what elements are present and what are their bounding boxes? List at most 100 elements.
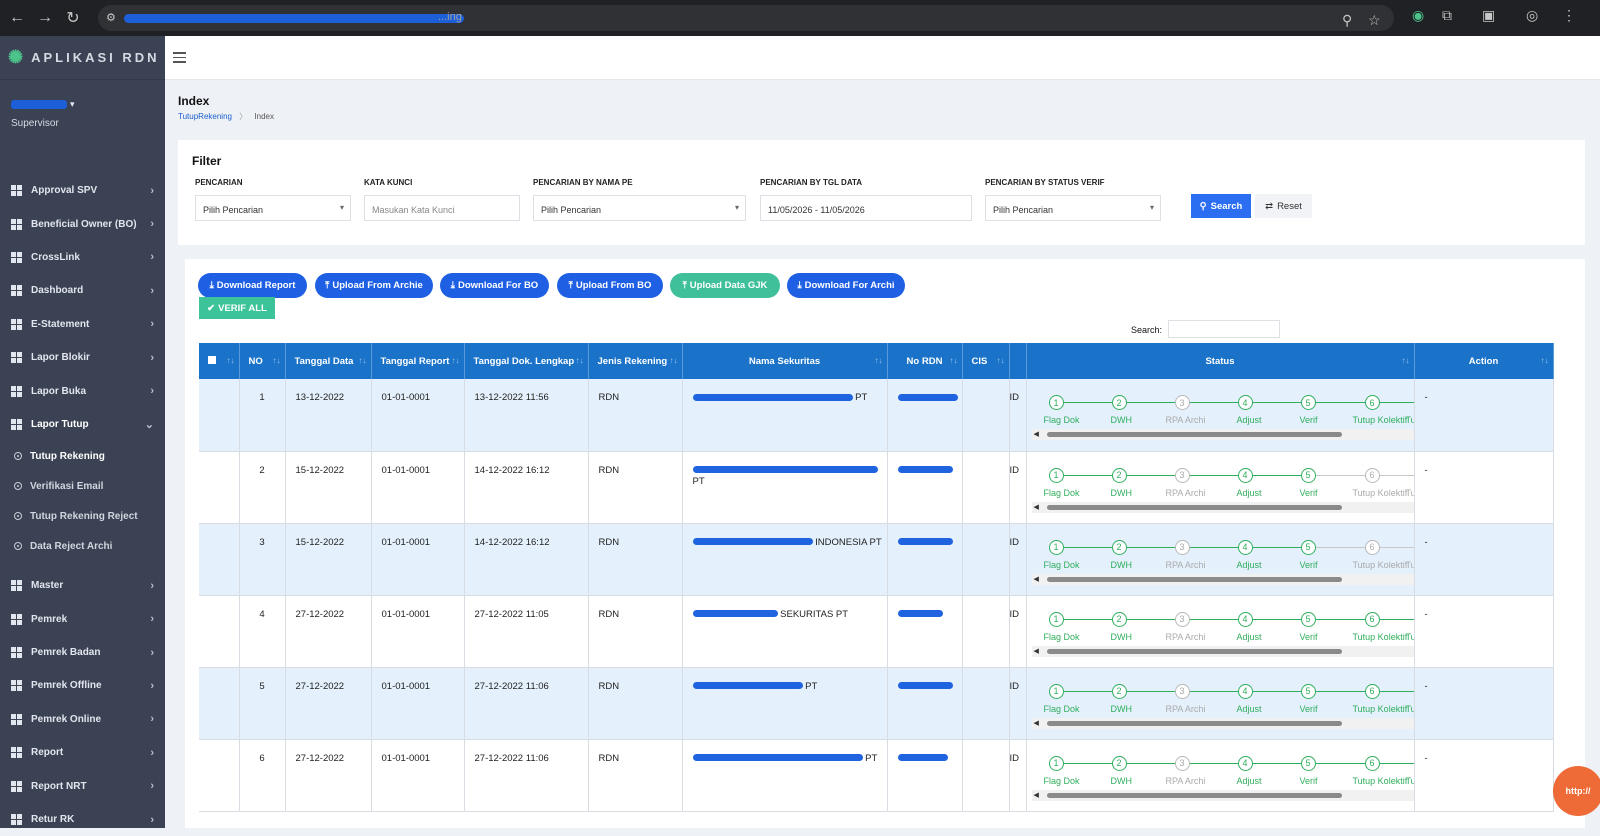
horizontal-scrollbar[interactable]: ◀▶ [1031, 789, 1413, 801]
column-header[interactable] [1009, 343, 1027, 379]
menu-item-lapor-buka[interactable]: Lapor Buka › [0, 374, 165, 407]
column-header[interactable]: No RDN ↑↓ [887, 343, 963, 379]
horizontal-scrollbar[interactable]: ◀▶ [1031, 429, 1413, 440]
menu-item-retur-rk[interactable]: Retur RK › [0, 803, 165, 836]
scrollbar-thumb[interactable] [1046, 576, 1342, 582]
address-bar[interactable]: ⚙ ...ing ⚲ ☆ [98, 5, 1394, 31]
menu-item-pemrek-offline[interactable]: Pemrek Offline › [0, 669, 165, 702]
breadcrumb-link[interactable]: TutupRekening [178, 112, 232, 121]
column-header[interactable]: NO ↑↓ [239, 343, 286, 379]
back-icon[interactable]: ← [9, 9, 25, 26]
row-checkbox-cell[interactable] [199, 523, 240, 596]
cell-action[interactable]: - [1414, 451, 1554, 524]
column-header[interactable]: ↑↓ [199, 343, 240, 379]
scrollbar-thumb[interactable] [1046, 504, 1342, 510]
download-archi-button[interactable]: ⤓ Download For Archi [787, 273, 905, 298]
scroll-left-arrow-icon[interactable]: ◀ [1033, 575, 1039, 583]
cell-action[interactable]: - [1414, 739, 1554, 812]
row-checkbox-cell[interactable] [199, 595, 240, 668]
table-row[interactable]: 4 27-12-2022 01-01-0001 27-12-2022 11:05 RDN… [199, 595, 1554, 668]
caret-down-icon[interactable]: ▾ [70, 99, 75, 109]
scroll-left-arrow-icon[interactable]: ◀ [1033, 503, 1039, 511]
scrollbar-thumb[interactable] [1046, 648, 1342, 654]
column-header[interactable]: Status ↑↓ [1026, 343, 1415, 379]
submenu-item-tutup-rekening-reject[interactable]: Tutup Rekening Reject [0, 501, 165, 531]
extensions-puzzle-icon[interactable]: ⧉ [1442, 7, 1452, 23]
search-button[interactable]: ⚲ Search [1191, 194, 1251, 218]
scroll-left-arrow-icon[interactable]: ◀ [1033, 719, 1039, 727]
pencarian-select[interactable]: Pilih Pencarian ▾ [195, 195, 351, 221]
column-header[interactable]: Jenis Rekening ↑↓ [588, 343, 683, 379]
menu-item-approval-spv[interactable]: Approval SPV › [0, 174, 165, 207]
scrollbar-thumb[interactable] [1046, 432, 1342, 437]
row-checkbox-cell[interactable] [199, 667, 240, 740]
column-header[interactable]: Action ↑↓ [1414, 343, 1554, 379]
app-brand[interactable]: ✺ APLIKASI RDN [0, 36, 165, 80]
download-bo-button[interactable]: ⤓ Download For BO [440, 273, 549, 298]
menu-item-dashboard[interactable]: Dashboard › [0, 274, 165, 307]
verif-all-button[interactable]: ✔ VERIF ALL [199, 297, 275, 319]
horizontal-scrollbar[interactable]: ◀▶ [1031, 501, 1413, 513]
cell-action[interactable]: - [1414, 379, 1554, 452]
scroll-left-arrow-icon[interactable]: ◀ [1033, 791, 1039, 799]
menu-item-beneficial-owner-bo[interactable]: Beneficial Owner (BO) › [0, 207, 165, 240]
upload-gjk-button[interactable]: ⤒ Upload Data GJK [670, 273, 780, 298]
menu-item-lapor-tutup[interactable]: Lapor Tutup ⌄ [0, 408, 165, 441]
status-verif-select[interactable]: Pilih Pencarian ▾ [985, 195, 1161, 221]
row-checkbox-cell[interactable] [199, 739, 240, 812]
menu-item-pemrek-badan[interactable]: Pemrek Badan › [0, 636, 165, 669]
column-header[interactable]: Tanggal Report ↑↓ [371, 343, 465, 379]
profile-icon[interactable]: ◎ [1526, 7, 1539, 23]
horizontal-scrollbar[interactable]: ◀▶ [1031, 573, 1413, 585]
column-header[interactable]: Nama Sekuritas ↑↓ [682, 343, 888, 379]
user-panel[interactable]: ▾ Supervisor [0, 80, 165, 174]
menu-item-pemrek-online[interactable]: Pemrek Online › [0, 703, 165, 736]
upload-bo-button[interactable]: ⤒ Upload From BO [557, 273, 663, 298]
cell-action[interactable]: - [1414, 667, 1554, 740]
tab-search-icon[interactable]: ▣ [1482, 7, 1496, 23]
extension-eye-icon[interactable]: ◉ [1412, 7, 1425, 23]
horizontal-scrollbar[interactable]: ◀▶ [1031, 717, 1413, 729]
nama-pe-select[interactable]: Pilih Pencarian ▾ [533, 195, 746, 221]
tgl-data-input[interactable]: 11/05/2026 - 11/05/2026 [760, 195, 972, 221]
menu-item-crosslink[interactable]: CrossLink › [0, 241, 165, 274]
menu-item-e-statement[interactable]: E-Statement › [0, 308, 165, 341]
cell-action[interactable]: - [1414, 523, 1554, 596]
floating-http-button[interactable]: http:// [1553, 766, 1600, 816]
upload-archie-button[interactable]: ⤒ Upload From Archie [315, 273, 433, 298]
scrollbar-thumb[interactable] [1046, 792, 1342, 798]
column-header[interactable]: Tanggal Dok. Lengkap ↑↓ [464, 343, 589, 379]
menu-item-lapor-blokir[interactable]: Lapor Blokir › [0, 341, 165, 374]
table-search-input[interactable] [1168, 320, 1280, 338]
submenu-item-tutup-rekening[interactable]: Tutup Rekening [0, 441, 165, 471]
select-all-checkbox[interactable] [208, 355, 216, 364]
table-row[interactable]: 6 27-12-2022 01-01-0001 27-12-2022 11:06 RDN… [199, 739, 1554, 812]
table-row[interactable]: 3 15-12-2022 01-01-0001 14-12-2022 16:12 RDN… [199, 523, 1554, 596]
zoom-icon[interactable]: ⚲ [1342, 12, 1353, 28]
table-row[interactable]: 2 15-12-2022 01-01-0001 14-12-2022 16:12 RDN… [199, 451, 1554, 524]
table-row[interactable]: 5 27-12-2022 01-01-0001 27-12-2022 11:06 RDN… [199, 667, 1554, 740]
menu-item-report[interactable]: Report › [0, 736, 165, 769]
scrollbar-thumb[interactable] [1046, 720, 1342, 726]
site-info-icon[interactable]: ⚙ [106, 12, 116, 24]
menu-item-pemrek[interactable]: Pemrek › [0, 603, 165, 636]
row-checkbox-cell[interactable] [199, 451, 240, 524]
kebab-menu-icon[interactable]: ⋮ [1562, 7, 1576, 23]
scroll-left-arrow-icon[interactable]: ◀ [1033, 431, 1039, 438]
menu-item-master[interactable]: Master › [0, 569, 165, 602]
reload-icon[interactable]: ↻ [66, 10, 80, 27]
reset-button[interactable]: ⇄ Reset [1255, 194, 1312, 218]
forward-icon[interactable]: → [37, 9, 53, 26]
bookmark-star-icon[interactable]: ☆ [1368, 12, 1381, 28]
column-header[interactable]: Tanggal Data ↑↓ [285, 343, 372, 379]
submenu-item-verifikasi-email[interactable]: Verifikasi Email [0, 471, 165, 501]
column-header[interactable]: CIS ↑↓ [962, 343, 1010, 379]
menu-item-report-nrt[interactable]: Report NRT › [0, 769, 165, 802]
hamburger-menu-icon[interactable] [173, 52, 186, 66]
table-row[interactable]: 1 13-12-2022 01-01-0001 13-12-2022 11:56 RDN… [199, 379, 1554, 452]
kata-kunci-input[interactable]: Masukan Kata Kunci [364, 195, 520, 221]
download-report-button[interactable]: ⤓ Download Report [198, 273, 307, 298]
scroll-left-arrow-icon[interactable]: ◀ [1033, 647, 1039, 655]
horizontal-scrollbar[interactable]: ◀▶ [1031, 645, 1413, 657]
row-checkbox-cell[interactable] [199, 379, 240, 452]
